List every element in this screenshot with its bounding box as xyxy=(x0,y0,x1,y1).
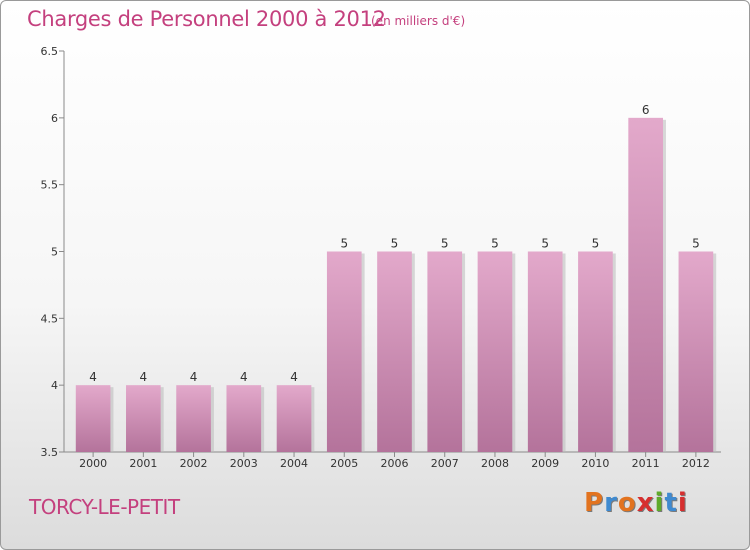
bar-2007 xyxy=(427,251,463,452)
data-label: 4 xyxy=(290,370,298,384)
data-label: 4 xyxy=(140,370,148,384)
data-label: 4 xyxy=(240,370,248,384)
bar-2006 xyxy=(377,251,412,452)
x-tick-label: 2002 xyxy=(180,457,208,470)
logo-letter: o xyxy=(617,488,637,518)
x-tick-label: 2006 xyxy=(381,457,409,470)
data-label: 5 xyxy=(491,237,499,251)
data-label: 5 xyxy=(391,237,399,251)
data-label: 6 xyxy=(642,103,650,117)
x-tick-label: 2004 xyxy=(280,457,308,470)
logo-letter: i xyxy=(654,488,665,518)
bar-2008 xyxy=(477,251,513,452)
bar-2003 xyxy=(226,385,262,452)
bar-2010 xyxy=(578,251,613,452)
bar-2002 xyxy=(176,385,211,452)
x-tick-label: 2008 xyxy=(481,457,509,470)
y-tick-label: 4.5 xyxy=(41,312,59,325)
logo-letter: x xyxy=(636,488,655,518)
y-tick-label: 5.5 xyxy=(41,179,59,192)
bar-2004 xyxy=(276,385,312,452)
y-tick-label: 5 xyxy=(51,246,58,259)
y-tick-label: 3.5 xyxy=(41,446,59,459)
x-tick-label: 2011 xyxy=(632,457,660,470)
chart-unit: (en milliers d'€) xyxy=(371,14,466,28)
logo-letter: t xyxy=(664,488,678,518)
x-tick-label: 2000 xyxy=(79,457,107,470)
logo-letter: P xyxy=(584,488,605,518)
x-tick-label: 2005 xyxy=(330,457,358,470)
y-tick-label: 6.5 xyxy=(41,45,59,58)
data-label: 5 xyxy=(441,237,449,251)
bar-2009 xyxy=(527,251,563,452)
x-tick-label: 2007 xyxy=(431,457,459,470)
data-label: 5 xyxy=(692,237,700,251)
x-tick-label: 2010 xyxy=(581,457,609,470)
bar-2011 xyxy=(628,117,663,452)
y-tick-label: 4 xyxy=(51,379,58,392)
data-label: 5 xyxy=(592,237,600,251)
x-tick-label: 2001 xyxy=(129,457,157,470)
data-label: 4 xyxy=(89,370,97,384)
logo-letter: r xyxy=(604,488,618,518)
bar-2001 xyxy=(126,385,161,452)
x-tick-label: 2003 xyxy=(230,457,258,470)
chart-title: Charges de Personnel 2000 à 2012 xyxy=(27,7,386,31)
bar-2000 xyxy=(75,385,111,452)
commune-name: TORCY-LE-PETIT xyxy=(29,495,180,519)
x-tick-label: 2012 xyxy=(682,457,710,470)
bar-2012 xyxy=(678,251,714,452)
data-label: 4 xyxy=(190,370,198,384)
data-label: 5 xyxy=(340,237,348,251)
data-label: 5 xyxy=(541,237,549,251)
bar-2005 xyxy=(326,251,362,452)
y-tick-label: 6 xyxy=(51,112,58,125)
x-tick-label: 2009 xyxy=(531,457,559,470)
logo-letter: i xyxy=(677,488,688,518)
proxiti-logo[interactable]: Proxiti xyxy=(584,488,688,518)
